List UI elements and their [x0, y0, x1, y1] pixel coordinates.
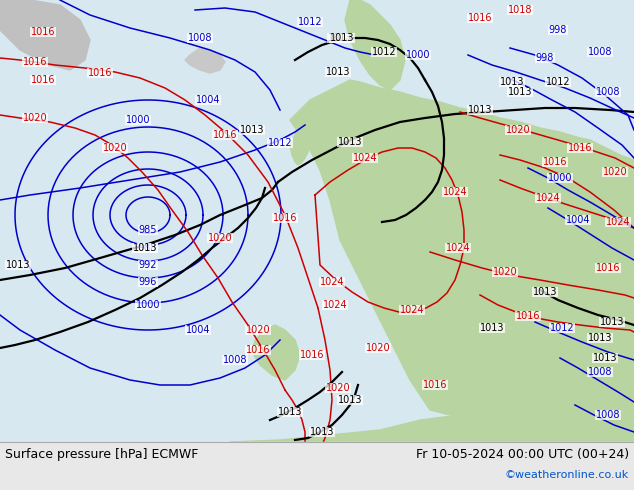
Text: 1013: 1013: [328, 33, 353, 43]
Text: 1016: 1016: [246, 345, 270, 355]
Polygon shape: [0, 0, 90, 70]
Text: 1016: 1016: [543, 157, 567, 167]
Text: 1013: 1013: [508, 87, 533, 97]
Text: 1020: 1020: [208, 233, 232, 243]
Text: 1000: 1000: [136, 300, 160, 310]
Text: 1013: 1013: [338, 137, 362, 147]
Text: 1013: 1013: [278, 407, 302, 417]
Text: 998: 998: [536, 53, 554, 63]
Text: 1016: 1016: [468, 13, 492, 23]
Text: 1016: 1016: [31, 75, 55, 85]
Text: 1024: 1024: [446, 243, 470, 253]
Text: 985: 985: [139, 225, 157, 235]
Text: 1016: 1016: [423, 380, 447, 390]
Text: 988: 988: [139, 243, 157, 253]
Polygon shape: [290, 125, 310, 165]
Text: 1018: 1018: [508, 5, 533, 15]
Text: 1020: 1020: [603, 167, 627, 177]
Text: 1012: 1012: [550, 323, 574, 333]
Text: 1024: 1024: [536, 193, 560, 203]
Text: 1020: 1020: [23, 113, 48, 123]
Text: 1013: 1013: [500, 77, 524, 87]
Text: 1013: 1013: [593, 353, 618, 363]
Text: 1020: 1020: [103, 143, 127, 153]
Text: 1016: 1016: [87, 68, 112, 78]
Text: 1016: 1016: [213, 130, 237, 140]
Text: 1020: 1020: [326, 383, 351, 393]
Text: 1012: 1012: [372, 47, 396, 57]
Text: 1013: 1013: [533, 287, 557, 297]
Polygon shape: [230, 365, 634, 442]
Polygon shape: [252, 325, 300, 380]
Text: 1016: 1016: [596, 263, 620, 273]
Text: 1012: 1012: [268, 138, 292, 148]
Text: 1004: 1004: [196, 95, 220, 105]
Text: 1000: 1000: [126, 115, 150, 125]
Text: 1008: 1008: [188, 33, 212, 43]
Text: 1013: 1013: [588, 333, 612, 343]
Text: 1004: 1004: [566, 215, 590, 225]
Text: 992: 992: [139, 260, 157, 270]
Text: 1013: 1013: [468, 105, 492, 115]
Text: 1024: 1024: [443, 187, 467, 197]
Text: 1024: 1024: [605, 217, 630, 227]
Text: 1016: 1016: [31, 27, 55, 37]
Text: 1008: 1008: [596, 87, 620, 97]
Text: 1000: 1000: [406, 50, 430, 60]
Text: 1024: 1024: [353, 153, 377, 163]
Text: 1016: 1016: [273, 213, 297, 223]
Text: Surface pressure [hPa] ECMWF: Surface pressure [hPa] ECMWF: [5, 447, 198, 461]
Text: 1016: 1016: [568, 143, 592, 153]
Text: 1016: 1016: [300, 350, 324, 360]
Text: 1000: 1000: [548, 173, 573, 183]
Text: 1012: 1012: [298, 17, 322, 27]
Text: 1024: 1024: [399, 305, 424, 315]
Text: 1008: 1008: [596, 410, 620, 420]
Text: 1016: 1016: [23, 57, 48, 67]
Text: 1024: 1024: [323, 300, 347, 310]
Text: 1020: 1020: [506, 125, 530, 135]
Text: 1013: 1013: [480, 323, 504, 333]
Text: 1013: 1013: [133, 243, 157, 253]
Text: 1013: 1013: [6, 260, 30, 270]
Bar: [0, 442, 634, 490]
Polygon shape: [185, 48, 225, 73]
Text: 1013: 1013: [240, 125, 264, 135]
Text: 1013: 1013: [310, 427, 334, 437]
Text: 1020: 1020: [246, 325, 270, 335]
Text: ©weatheronline.co.uk: ©weatheronline.co.uk: [505, 470, 629, 480]
Text: 1013: 1013: [330, 33, 354, 43]
Text: 1013: 1013: [338, 395, 362, 405]
Text: 1012: 1012: [546, 77, 571, 87]
Text: 1013: 1013: [600, 317, 624, 327]
Polygon shape: [290, 80, 634, 442]
Text: 1008: 1008: [223, 355, 247, 365]
Text: 1008: 1008: [588, 367, 612, 377]
Text: 1020: 1020: [493, 267, 517, 277]
Text: 1016: 1016: [515, 311, 540, 321]
Text: 996: 996: [139, 277, 157, 287]
Text: 1020: 1020: [366, 343, 391, 353]
Text: 1024: 1024: [320, 277, 344, 287]
Text: 998: 998: [549, 25, 567, 35]
Text: 1004: 1004: [186, 325, 210, 335]
Text: 1008: 1008: [588, 47, 612, 57]
Polygon shape: [345, 0, 405, 90]
Text: Fr 10-05-2024 00:00 UTC (00+24): Fr 10-05-2024 00:00 UTC (00+24): [416, 447, 629, 461]
Text: 1013: 1013: [326, 67, 350, 77]
